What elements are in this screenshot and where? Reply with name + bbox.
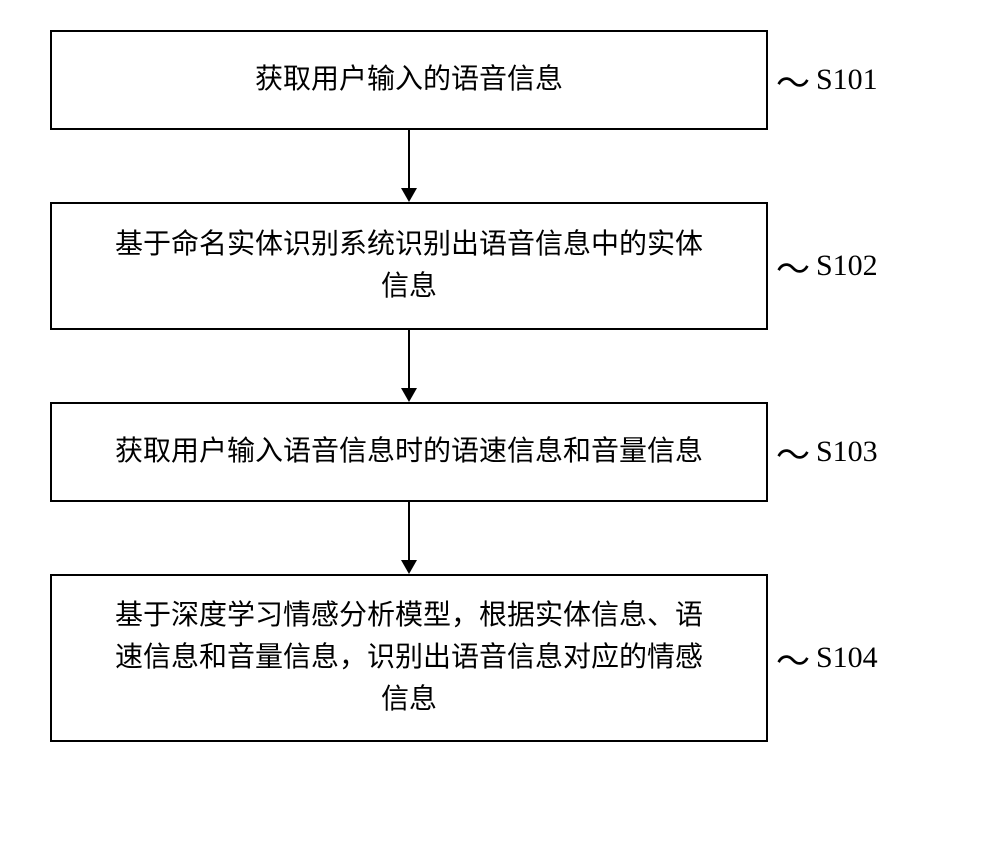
- tilde-icon: 〜: [776, 56, 810, 105]
- arrow-down-icon: [399, 130, 419, 202]
- arrow-down-icon: [399, 502, 419, 574]
- step-row-4: 基于深度学习情感分析模型，根据实体信息、语 速信息和音量信息，识别出语音信息对应…: [50, 574, 950, 742]
- tilde-icon: 〜: [776, 428, 810, 477]
- step-text: 基于命名实体识别系统识别出语音信息中的实体 信息: [115, 224, 703, 308]
- arrow-column: [50, 502, 768, 574]
- step-label-connector: 〜S102: [776, 242, 878, 291]
- step-box-3: 获取用户输入语音信息时的语速信息和音量信息: [50, 402, 768, 502]
- step-text: 获取用户输入语音信息时的语速信息和音量信息: [115, 431, 703, 473]
- step-label-connector: 〜S103: [776, 428, 878, 477]
- step-label-connector: 〜S104: [776, 634, 878, 683]
- step-label: S103: [816, 435, 878, 469]
- arrow-down-icon: [399, 330, 419, 402]
- step-text: 获取用户输入的语音信息: [255, 59, 563, 101]
- step-box-2: 基于命名实体识别系统识别出语音信息中的实体 信息: [50, 202, 768, 330]
- step-label-connector: 〜S101: [776, 56, 878, 105]
- tilde-icon: 〜: [776, 634, 810, 683]
- arrow-column: [50, 130, 768, 202]
- step-row-3: 获取用户输入语音信息时的语速信息和音量信息 〜S103: [50, 402, 950, 502]
- arrow-column: [50, 330, 768, 402]
- step-row-1: 获取用户输入的语音信息 〜S101: [50, 30, 950, 130]
- step-label: S104: [816, 641, 878, 675]
- step-text: 基于深度学习情感分析模型，根据实体信息、语 速信息和音量信息，识别出语音信息对应…: [115, 595, 703, 721]
- step-label: S102: [816, 249, 878, 283]
- step-row-2: 基于命名实体识别系统识别出语音信息中的实体 信息 〜S102: [50, 202, 950, 330]
- step-box-1: 获取用户输入的语音信息: [50, 30, 768, 130]
- step-box-4: 基于深度学习情感分析模型，根据实体信息、语 速信息和音量信息，识别出语音信息对应…: [50, 574, 768, 742]
- tilde-icon: 〜: [776, 242, 810, 291]
- flowchart-container: 获取用户输入的语音信息〜S101基于命名实体识别系统识别出语音信息中的实体 信息…: [50, 30, 950, 742]
- step-label: S101: [816, 63, 878, 97]
